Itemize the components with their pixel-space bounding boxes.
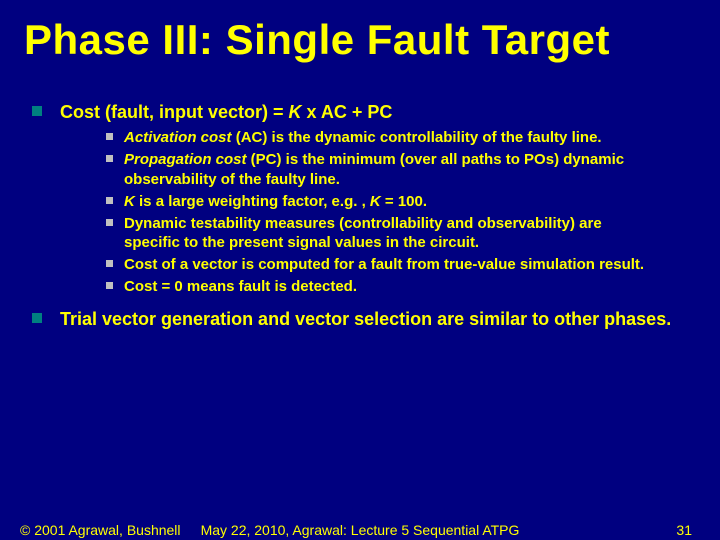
sub-bullet-list: Activation cost (AC) is the dynamic cont… <box>24 128 696 296</box>
bullet-l1: Cost (fault, input vector) = K x AC + PC <box>24 100 696 124</box>
bullet-l1-text: Trial vector generation and vector selec… <box>60 309 671 329</box>
bullet-l2: K is a large weighting factor, e.g. , K … <box>124 192 646 212</box>
slide: Phase III: Single Fault Target Cost (fau… <box>0 0 720 540</box>
bullet-l2: Activation cost (AC) is the dynamic cont… <box>124 128 646 148</box>
small-square-bullet-icon <box>106 133 113 140</box>
bullet-list: Cost (fault, input vector) = K x AC + PC… <box>24 100 696 331</box>
bullet-l2-text: Cost of a vector is computed for a fault… <box>124 256 644 273</box>
footer-right: 31 <box>676 522 692 538</box>
bullet-l2-text: K is a large weighting factor, e.g. , K … <box>124 193 427 210</box>
bullet-l2: Propagation cost (PC) is the minimum (ov… <box>124 150 646 190</box>
square-bullet-icon <box>32 313 42 323</box>
bullet-l1: Trial vector generation and vector selec… <box>24 307 696 331</box>
small-square-bullet-icon <box>106 197 113 204</box>
small-square-bullet-icon <box>106 260 113 267</box>
small-square-bullet-icon <box>106 219 113 226</box>
slide-title: Phase III: Single Fault Target <box>24 18 696 62</box>
bullet-l2: Cost = 0 means fault is detected. <box>124 277 646 297</box>
bullet-l2-text: Dynamic testability measures (controllab… <box>124 215 602 252</box>
bullet-l1-text: Cost (fault, input vector) = K x AC + PC <box>60 102 392 122</box>
footer-center: May 22, 2010, Agrawal: Lecture 5 Sequent… <box>0 522 720 538</box>
bullet-l2-text: Propagation cost (PC) is the minimum (ov… <box>124 151 624 188</box>
bullet-l2: Cost of a vector is computed for a fault… <box>124 255 646 275</box>
small-square-bullet-icon <box>106 282 113 289</box>
small-square-bullet-icon <box>106 155 113 162</box>
bullet-l2: Dynamic testability measures (controllab… <box>124 214 646 254</box>
bullet-l2-text: Activation cost (AC) is the dynamic cont… <box>124 129 602 146</box>
square-bullet-icon <box>32 106 42 116</box>
bullet-l2-text: Cost = 0 means fault is detected. <box>124 278 357 295</box>
